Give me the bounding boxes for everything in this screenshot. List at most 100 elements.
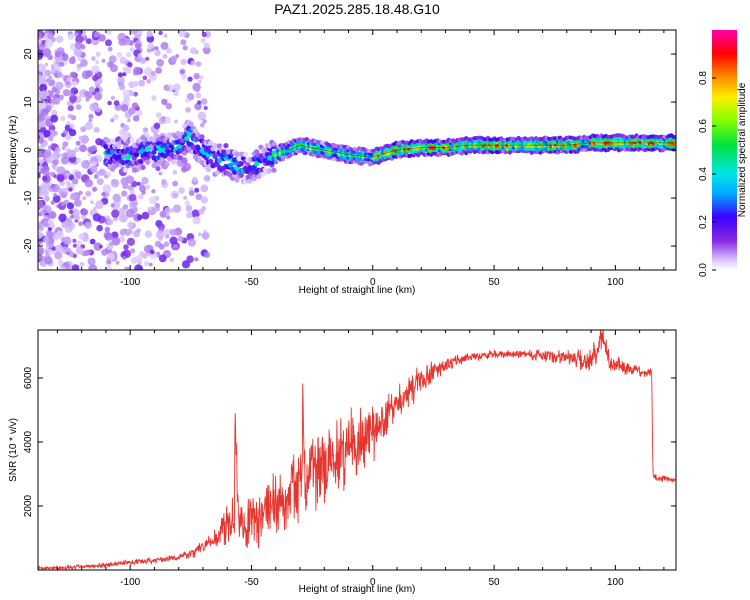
- spectrogram-cell: [121, 190, 128, 197]
- spectrogram-cell: [130, 200, 137, 207]
- spectrogram-cell: [76, 63, 82, 69]
- spectrogram-cell: [200, 37, 206, 44]
- spectrogram-cell: [38, 74, 42, 82]
- spectrogram-cell: [56, 71, 63, 78]
- spectrogram-cell: [179, 69, 185, 75]
- spectrogram-cell: [197, 111, 207, 121]
- x-tick-label: 100: [607, 577, 624, 588]
- spectrogram-ridge-cell: [256, 173, 262, 180]
- spectrogram-ridge-cell: [188, 121, 194, 127]
- spectrogram-cell: [161, 98, 168, 106]
- spectrogram-cell: [158, 30, 163, 36]
- spectrogram-ridge-cell: [262, 147, 268, 153]
- spectrogram-cell: [165, 103, 172, 110]
- spectrogram-cell: [186, 255, 194, 263]
- spectrogram-cell: [116, 52, 123, 58]
- colorbar-tick-label: 0.2: [698, 215, 709, 229]
- colorbar: 0.0 0.2 0.4 0.6 0.8 Normalized spectral ampl…: [698, 30, 748, 277]
- spectrogram-cell: [181, 73, 187, 80]
- spectrogram-cell: [195, 61, 202, 67]
- spectrogram-cell: [46, 78, 50, 82]
- spectrogram-cell: [177, 30, 187, 38]
- spectrogram-cell: [107, 100, 112, 106]
- spectrogram-cell: [98, 168, 106, 176]
- spectrogram-ridge-cell: [245, 168, 251, 175]
- spectrogram-ridge-cell: [269, 160, 275, 166]
- spectrogram-cell: [161, 179, 167, 185]
- spectrogram-cell: [139, 185, 147, 193]
- snr-y-axis: 2000 4000 6000: [23, 366, 676, 517]
- spectrogram-cell: [197, 79, 202, 84]
- spectrogram-cell: [59, 61, 65, 67]
- spectrogram-ridge-cell: [260, 171, 266, 177]
- spectrogram-cell: [82, 196, 87, 201]
- spectrogram-cell: [177, 235, 184, 242]
- spectrogram-cell: [93, 32, 100, 38]
- spectrogram-cell: [182, 45, 188, 51]
- spectrogram-cell: [91, 56, 96, 61]
- x-tick-label: 50: [488, 277, 500, 288]
- spectrogram-cell: [130, 248, 136, 254]
- spectrogram-cell: [163, 241, 170, 247]
- spectrogram-cell: [92, 186, 98, 192]
- spectrogram-cell: [194, 86, 201, 93]
- spectrogram-cell: [47, 32, 54, 40]
- spectrogram-cell: [110, 179, 120, 188]
- spectrogram-cell: [79, 144, 87, 153]
- spectrogram-cell: [88, 118, 93, 123]
- spectrogram-cell: [60, 156, 69, 165]
- spectrogram-cell: [39, 120, 47, 128]
- spectrogram-cell: [55, 244, 64, 253]
- spectrogram-cells: [38, 30, 676, 270]
- spectrogram-cell: [110, 95, 116, 101]
- spectrogram-cell: [38, 246, 45, 256]
- colorbar-tick-label: 0.8: [698, 71, 709, 85]
- spectrogram-cell: [134, 42, 142, 50]
- spectrogram-ridge-cell: [234, 177, 240, 183]
- spectrogram-cell: [38, 65, 44, 71]
- spectrogram-cell: [45, 172, 50, 177]
- spectrogram-cell: [55, 81, 64, 90]
- spectrogram-cell: [47, 227, 52, 232]
- spectrogram-cell: [61, 146, 66, 150]
- spectrogram-cell: [147, 42, 154, 50]
- spectrogram-cell: [110, 203, 115, 208]
- spectrogram-cell: [49, 211, 56, 219]
- spectrogram-cell: [155, 67, 162, 74]
- spectrogram-cell: [62, 141, 69, 148]
- spectrogram-cell: [126, 51, 132, 58]
- spectrogram-cell: [60, 191, 68, 199]
- spectrogram-cell: [56, 35, 64, 43]
- spectrogram-cell: [101, 58, 106, 63]
- spectrogram-cell: [132, 80, 140, 88]
- spectrogram-cell: [69, 92, 74, 97]
- spectrogram-cell: [180, 58, 187, 66]
- spectrogram-cell: [170, 190, 179, 199]
- spectrogram-cell: [169, 257, 174, 263]
- spectrogram-cell: [76, 67, 81, 72]
- spectrogram-cell: [155, 112, 162, 119]
- spectrogram-cell: [68, 251, 74, 258]
- spectrogram-cell: [111, 236, 121, 246]
- spectrogram-cell: [38, 124, 41, 131]
- spectrogram-ridge-cell: [199, 134, 205, 140]
- spectrogram-cell: [75, 104, 82, 110]
- spectrogram-cell: [106, 257, 111, 262]
- spectrogram-cell: [80, 44, 86, 50]
- spectrogram-cell: [141, 176, 149, 185]
- spectrogram-ridge-cell: [223, 143, 229, 149]
- spectrogram-cell: [52, 159, 59, 166]
- spectrogram-cell: [65, 219, 73, 228]
- spectrogram-ridge-cell: [258, 144, 264, 150]
- spectrogram-cell: [136, 228, 141, 233]
- spectrogram-ridge-cell: [234, 165, 240, 171]
- spectrogram-cell: [92, 213, 102, 222]
- spectrogram-cell: [43, 165, 50, 172]
- spectrogram-cell: [74, 171, 82, 179]
- spectrogram-ridge-cell: [271, 167, 277, 173]
- spectrogram-cell: [118, 236, 126, 243]
- spectrogram-cell: [151, 189, 156, 194]
- spectrogram-cell: [57, 188, 63, 194]
- spectrogram-cell: [38, 199, 44, 209]
- spectrogram-ridge-cell: [227, 162, 233, 168]
